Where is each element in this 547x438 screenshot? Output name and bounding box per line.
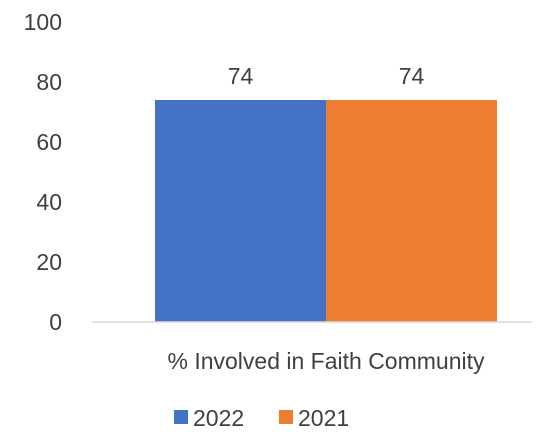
legend-label-2022: 2022 bbox=[193, 405, 244, 431]
data-labels: 74 74 bbox=[228, 63, 425, 89]
y-tick-label: 60 bbox=[36, 129, 62, 155]
y-tick-label: 100 bbox=[24, 9, 62, 35]
y-axis: 0 20 40 60 80 100 bbox=[24, 9, 62, 335]
y-tick-label: 20 bbox=[36, 249, 62, 275]
data-label-2021: 74 bbox=[399, 63, 425, 89]
plot-area bbox=[155, 100, 497, 322]
data-label-2022: 74 bbox=[228, 63, 254, 89]
y-tick-label: 80 bbox=[36, 69, 62, 95]
x-axis-category-label: % Involved in Faith Community bbox=[167, 348, 485, 374]
legend-label-2021: 2021 bbox=[298, 405, 349, 431]
bar-2021 bbox=[326, 100, 497, 322]
y-tick-label: 0 bbox=[49, 309, 62, 335]
bar-2022 bbox=[155, 100, 326, 322]
y-tick-label: 40 bbox=[36, 189, 62, 215]
legend-swatch-2021 bbox=[279, 410, 293, 424]
legend-swatch-2022 bbox=[174, 410, 188, 424]
legend: 2022 2021 bbox=[174, 405, 349, 431]
